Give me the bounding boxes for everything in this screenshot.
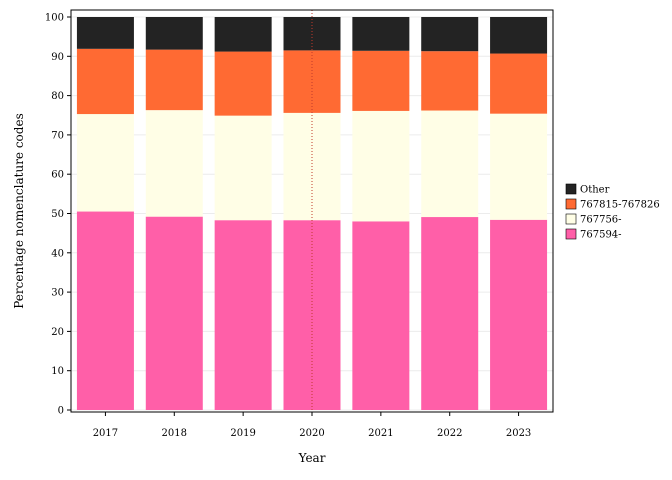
x-tick-label: 2023 <box>506 428 531 439</box>
y-tick-label: 80 <box>51 91 64 102</box>
legend-swatch <box>565 228 577 240</box>
plot-area <box>70 9 554 413</box>
bar-segment <box>283 220 341 410</box>
y-tick-label: 100 <box>45 13 64 24</box>
bar-segment <box>214 51 272 116</box>
legend-label: Other <box>580 185 610 196</box>
y-tick-label: 50 <box>51 209 64 220</box>
legend-swatch <box>565 183 577 195</box>
bar-segment <box>145 216 203 410</box>
bar-segment <box>76 48 134 115</box>
bar-segment <box>421 110 479 218</box>
legend-swatch <box>565 213 577 225</box>
bar-segment <box>421 51 479 111</box>
x-tick-label: 2020 <box>299 428 324 439</box>
legend-label: 767815-767826 <box>580 200 660 211</box>
bar-segment <box>490 17 548 54</box>
legend-label: 767594- <box>580 230 622 241</box>
x-tick-label: 2021 <box>368 428 393 439</box>
bar-segment <box>214 115 272 221</box>
bar-segment <box>76 17 134 49</box>
x-axis-title: Year <box>298 451 326 465</box>
x-tick-label: 2017 <box>93 428 118 439</box>
x-tick-label: 2018 <box>162 428 187 439</box>
y-tick-label: 0 <box>58 406 64 417</box>
bar-segment <box>490 113 548 220</box>
y-tick-label: 30 <box>51 288 64 299</box>
bar-segment <box>145 49 203 111</box>
bars <box>76 17 548 410</box>
bar-segment <box>421 217 479 410</box>
bar-segment <box>214 17 272 52</box>
bar-segment <box>145 17 203 50</box>
bar-segment <box>145 110 203 217</box>
bar-segment <box>352 221 410 410</box>
y-tick-label: 60 <box>51 170 64 181</box>
y-tick-label: 40 <box>51 248 64 259</box>
bar-segment <box>352 17 410 51</box>
y-axis-title: Percentage nomenclature codes <box>12 113 26 308</box>
x-axis: 2017 2018 2019 2020 2021 2022 2023 <box>93 412 531 439</box>
y-tick-label: 10 <box>51 366 64 377</box>
x-tick-label: 2022 <box>437 428 462 439</box>
bar-segment <box>352 50 410 111</box>
y-tick-label: 70 <box>51 130 64 141</box>
bar-segment <box>490 219 548 410</box>
y-tick-label: 90 <box>51 52 64 63</box>
legend-swatch <box>565 198 577 210</box>
bar-segment <box>76 114 134 212</box>
y-axis: 0 10 20 30 40 50 60 70 80 90 100 <box>45 13 71 417</box>
bar-segment <box>352 110 410 222</box>
bar-segment <box>214 220 272 410</box>
legend: Other 767815-767826 767756- 767594- <box>565 183 660 241</box>
x-tick-label: 2019 <box>230 428 255 439</box>
bar-segment <box>421 17 479 52</box>
bar-segment <box>76 211 134 410</box>
bar-segment <box>283 50 341 113</box>
y-tick-label: 20 <box>51 327 64 338</box>
legend-label: 767756- <box>580 215 622 226</box>
bar-segment <box>490 53 548 114</box>
